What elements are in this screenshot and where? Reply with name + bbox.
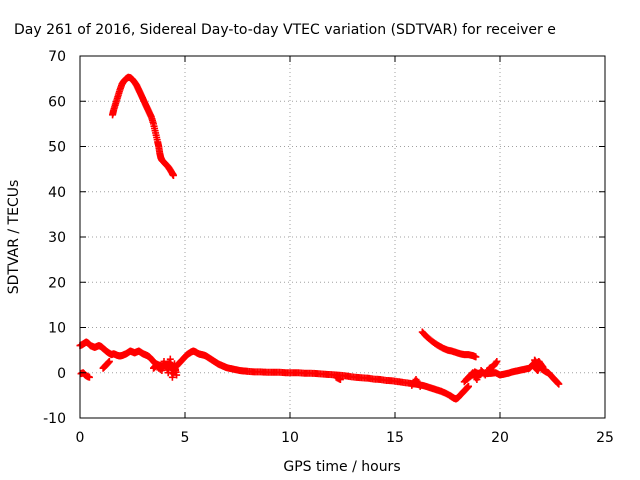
y-tick-label: 50 — [48, 140, 66, 156]
series-late-cluster — [460, 356, 563, 388]
data-point — [415, 381, 423, 389]
data-point — [113, 94, 121, 102]
x-tick-label: 25 — [596, 430, 614, 446]
y-tick-label: 60 — [48, 94, 66, 110]
data-point — [169, 171, 177, 179]
series-main-track — [76, 338, 472, 403]
data-point — [105, 358, 113, 366]
y-axis-label: SDTVAR / TECUs — [6, 180, 22, 295]
x-tick-label: 5 — [181, 430, 190, 446]
chart-marks — [76, 73, 563, 403]
x-tick-label: 10 — [281, 430, 299, 446]
y-tick-label: 70 — [48, 49, 66, 65]
y-tick-label: 0 — [57, 366, 66, 382]
x-tick-label: 15 — [386, 430, 404, 446]
series-arc-late — [418, 328, 480, 361]
chart-grid — [80, 56, 605, 418]
y-tick-label: 30 — [48, 230, 66, 246]
data-point — [172, 368, 180, 376]
y-tick-label: 40 — [48, 185, 66, 201]
data-point — [539, 363, 547, 371]
data-point — [166, 359, 174, 367]
data-point — [115, 88, 123, 96]
data-point — [554, 379, 562, 387]
data-point — [151, 127, 159, 135]
data-point — [149, 118, 157, 126]
y-tick-label: -10 — [43, 411, 66, 427]
chart-ticks: 0 5 10 15 20 25 -10 0 10 20 30 40 50 60 70 — [43, 49, 614, 446]
y-tick-label: 10 — [48, 321, 66, 337]
data-point — [464, 383, 472, 391]
data-point — [111, 101, 119, 109]
x-axis-label: GPS time / hours — [283, 459, 400, 475]
data-point — [492, 359, 500, 367]
x-tick-label: 20 — [491, 430, 509, 446]
x-tick-label: 0 — [76, 430, 85, 446]
series-arc-high — [109, 73, 177, 179]
y-tick-label: 20 — [48, 275, 66, 291]
data-point — [420, 330, 428, 338]
data-point — [335, 375, 343, 383]
chart-title: Day 261 of 2016, Sidereal Day-to-day VTE… — [14, 22, 556, 38]
data-point — [471, 353, 479, 361]
data-point — [85, 373, 93, 381]
